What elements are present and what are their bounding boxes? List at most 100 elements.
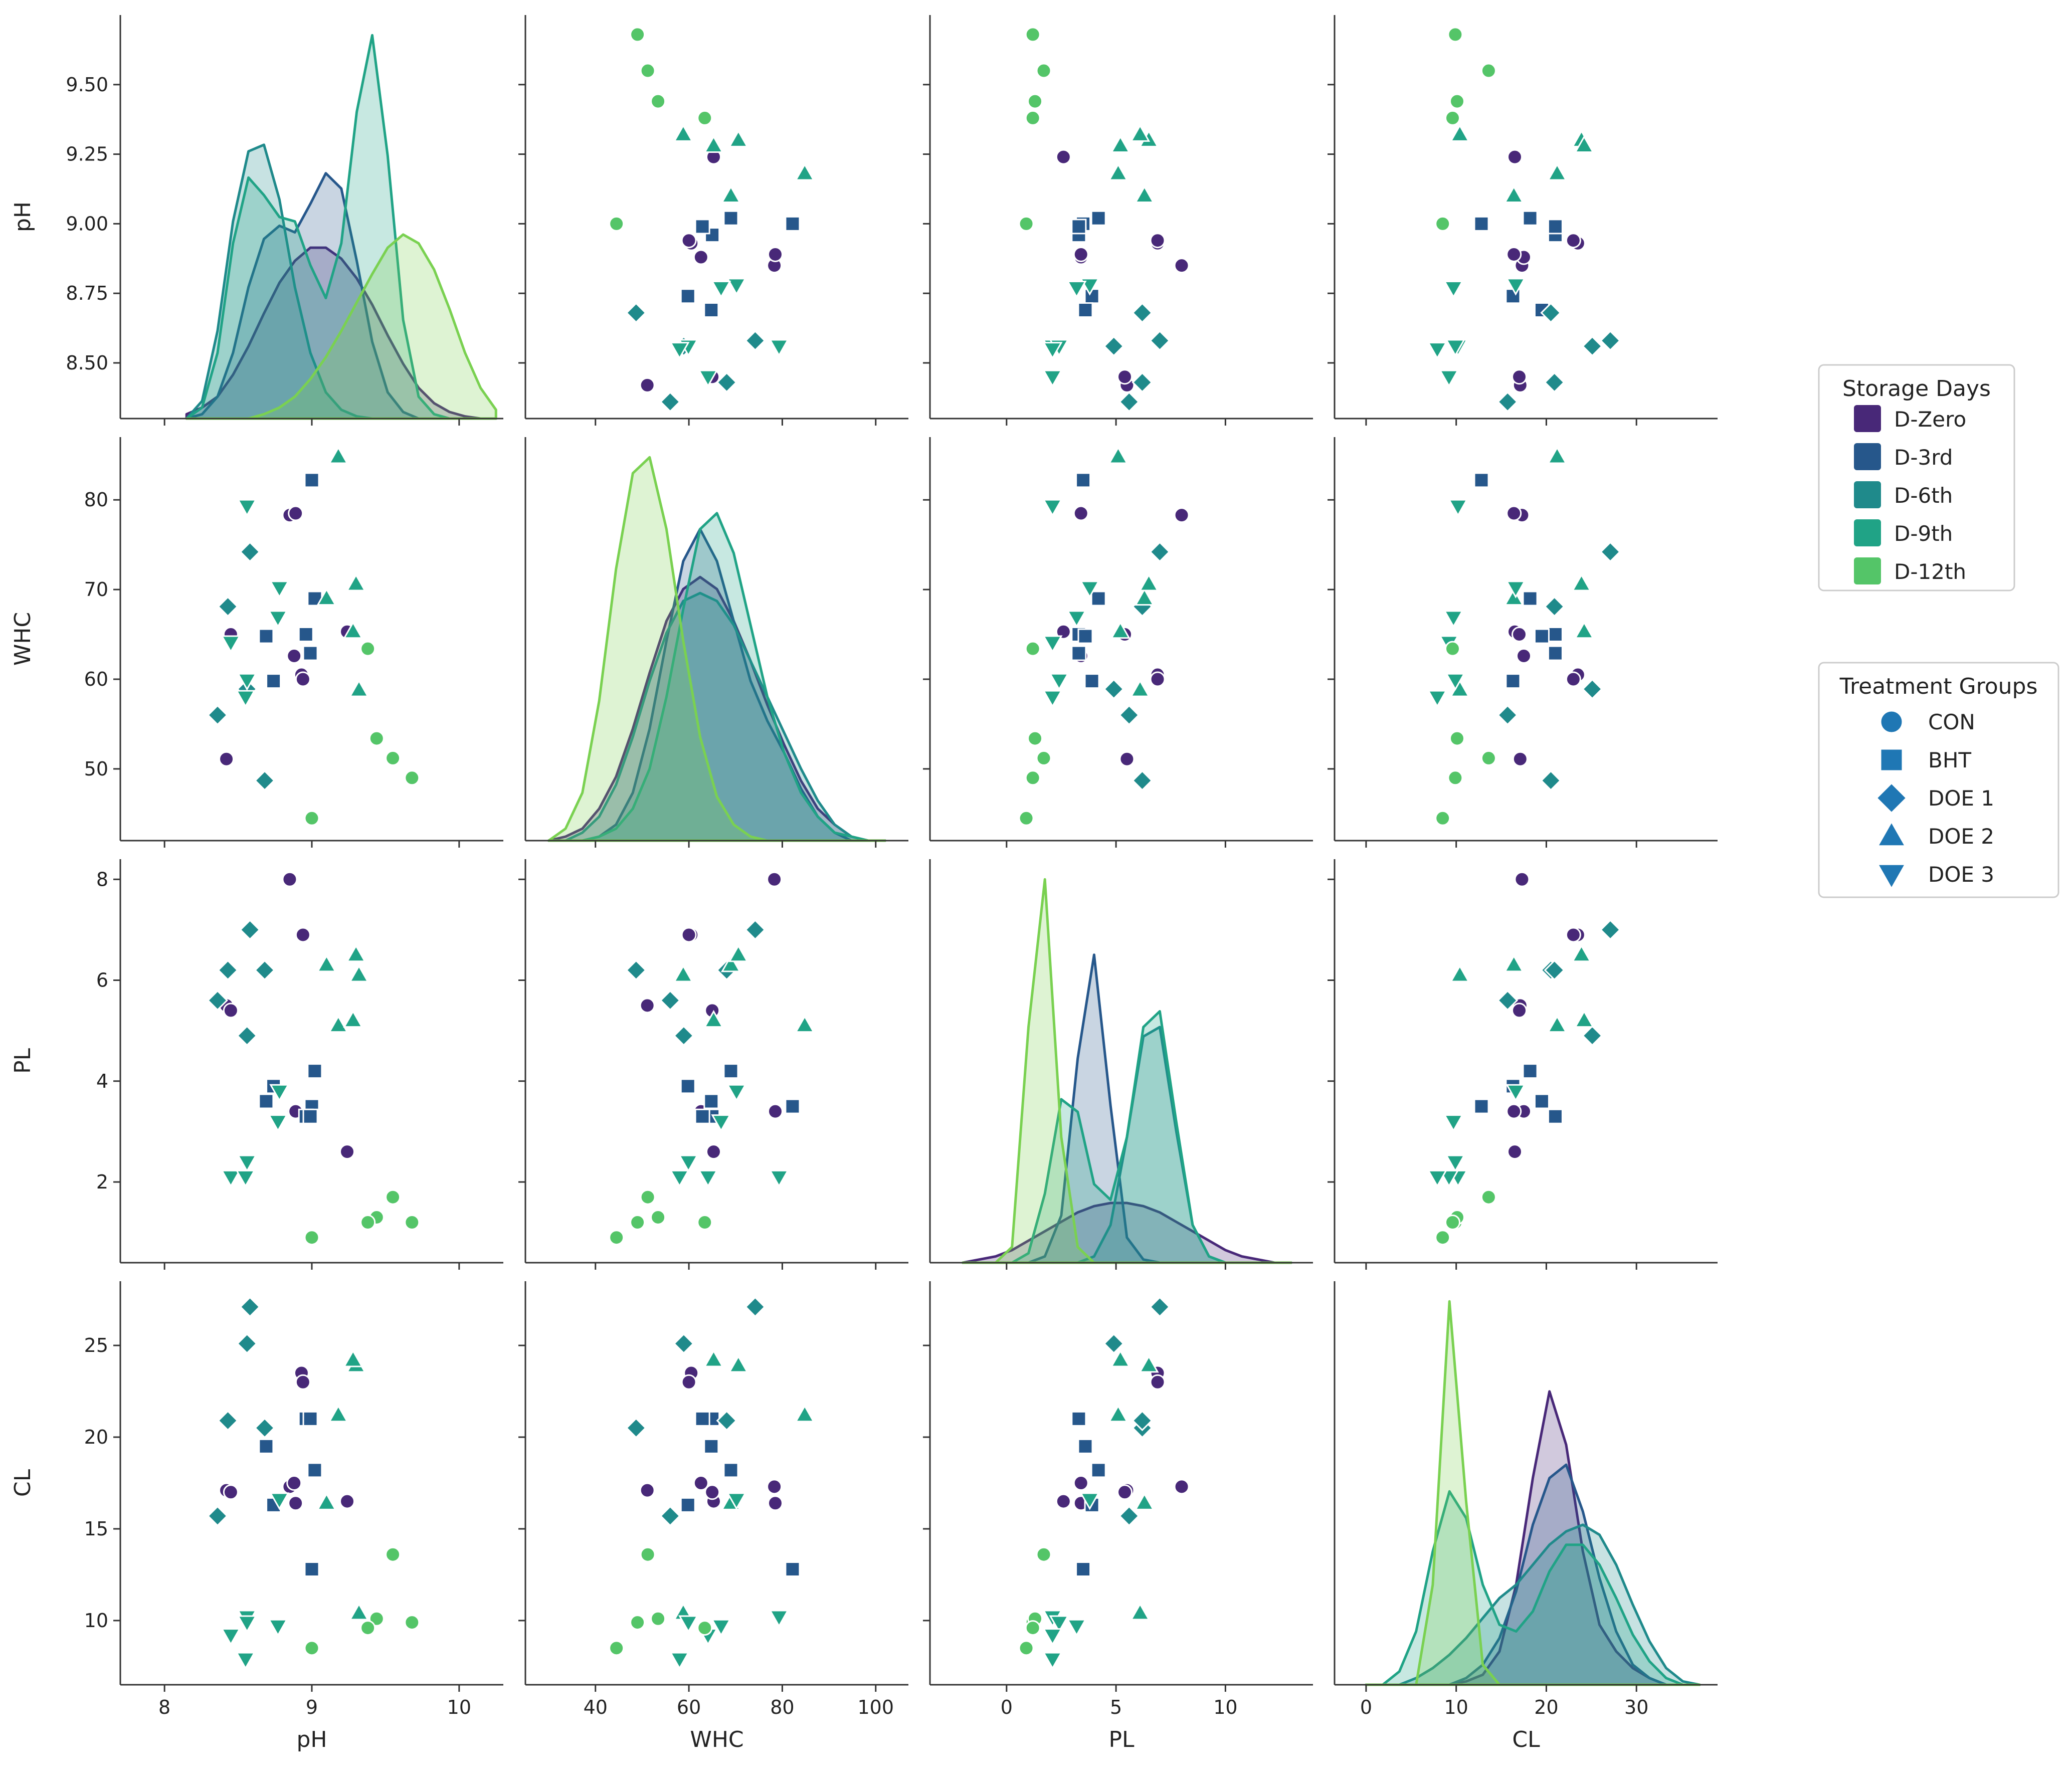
storage-days-label-d-zero: D-Zero [1894,407,1966,432]
y-tick-label-whc: 70 [84,578,108,601]
y-axis-title-ph: pH [10,202,36,232]
point-pl-ph-20 [328,1015,348,1033]
point-whc-ph-27 [268,610,288,628]
point-ph-cl-9 [1522,210,1538,226]
point-cl-ph-33 [360,1620,376,1636]
point-pl-ph-34 [304,1230,320,1246]
point-pl-cl-26 [1445,1154,1465,1172]
point-cl-ph-15 [239,1296,261,1318]
point-whc-cl-30 [1447,770,1463,786]
point-cl-ph-17 [217,1410,239,1432]
y-tick-label-whc: 80 [84,489,108,511]
point-ph-whc-2 [639,377,655,393]
point-whc-ph-7 [288,505,304,521]
point-pl-cl-3 [1507,1144,1523,1160]
point-cl-whc-12 [703,1438,719,1454]
point-pl-cl-22 [1574,1010,1595,1028]
point-ph-whc-34 [609,216,625,232]
point-cl-ph-7 [288,1495,304,1511]
point-pl-whc-30 [630,1215,646,1230]
point-pl-cl-33 [1444,1215,1460,1230]
point-cl-pl-21 [1139,1355,1159,1373]
point-cl-ph-8 [304,1561,320,1577]
treatment-groups-legend-title: Treatment Groups [1839,674,2038,699]
point-whc-ph-33 [360,641,376,657]
point-cl-whc-26 [678,1615,699,1633]
point-pl-ph-26 [237,1154,257,1172]
treatment-label-doe-2: DOE 2 [1928,824,1994,849]
point-cl-ph-18 [236,1333,258,1354]
point-pl-whc-34 [609,1230,625,1246]
point-pl-whc-23 [673,964,693,982]
point-ph-pl-9 [1090,210,1106,226]
point-pl-ph-16 [254,959,275,981]
point-ph-pl-14 [1118,391,1140,413]
point-ph-pl-17 [1132,371,1153,393]
point-pl-whc-16 [625,959,647,981]
point-cl-pl-8 [1075,1561,1091,1577]
point-cl-whc-31 [640,1546,656,1562]
point-pl-cl-34 [1435,1230,1451,1246]
point-whc-ph-29 [235,690,256,708]
point-pl-whc-12 [703,1093,719,1109]
point-pl-cl-18 [1582,1025,1603,1047]
point-whc-ph-21 [346,573,366,591]
point-ph-pl-22 [1110,135,1131,153]
point-cl-pl-20 [1108,1404,1128,1423]
point-cl-whc-34 [609,1640,625,1656]
storage-days-label-d-12th: D-12th [1894,559,1966,584]
point-whc-ph-19 [316,587,337,606]
point-ph-cl-29 [1427,342,1448,360]
point-whc-pl-23 [1130,679,1151,697]
point-ph-cl-28 [1439,369,1459,387]
point-whc-cl-6 [1512,627,1528,643]
point-cl-pl-18 [1103,1333,1124,1354]
point-cl-pl-9 [1090,1462,1106,1478]
point-ph-cl-14 [1497,391,1519,413]
point-ph-cl-6 [1512,369,1528,385]
point-cl-whc-13 [694,1411,710,1427]
point-pl-cl-19 [1503,954,1524,972]
panel-pl-vs-whc [518,859,908,1270]
point-pl-whc-13 [694,1108,710,1124]
y-tick-label-whc: 60 [84,668,108,690]
point-pl-ph-0 [282,871,298,887]
point-pl-whc-32 [650,1209,666,1225]
point-whc-cl-8 [1473,472,1489,488]
x-tick-label-pl: 0 [1001,1696,1013,1718]
point-whc-ph-34 [304,810,320,826]
point-pl-cl-5 [1565,927,1581,943]
point-pl-cl-15 [1600,919,1621,940]
point-ph-whc-27 [711,280,731,299]
point-pl-cl-14 [1497,989,1519,1011]
point-ph-cl-8 [1473,216,1489,232]
point-ph-whc-11 [680,288,696,304]
point-ph-whc-33 [697,110,713,126]
point-whc-cl-32 [1449,730,1465,746]
point-pl-ph-19 [316,954,337,972]
point-whc-cl-15 [1600,541,1621,563]
point-pl-whc-11 [680,1078,696,1094]
point-cl-whc-22 [703,1349,724,1367]
point-whc-cl-10 [1547,627,1563,643]
point-pl-cl-13 [1547,1108,1563,1124]
point-ph-whc-23 [673,124,693,142]
point-whc-pl-0 [1174,507,1190,523]
point-whc-cl-16 [1540,770,1562,791]
point-whc-pl-31 [1036,750,1052,766]
storage-days-legend-title: Storage Days [1842,376,1991,402]
point-ph-cl-22 [1574,135,1595,153]
point-ph-pl-19 [1134,185,1155,203]
kde-cl-d-9th [1365,1490,1701,1686]
y-tick-label-cl: 20 [84,1426,108,1448]
point-cl-ph-4 [286,1475,302,1491]
point-cl-whc-17 [716,1410,737,1432]
point-cl-ph-12 [258,1438,274,1454]
point-cl-pl-28 [1042,1628,1063,1646]
x-tick-label-whc: 60 [677,1696,701,1718]
point-cl-ph-16 [254,1417,275,1439]
point-pl-whc-28 [698,1169,718,1188]
y-tick-label-cl: 25 [84,1334,108,1356]
point-whc-pl-25 [1042,499,1063,517]
panel-ph-vs-cl [1328,15,1718,426]
